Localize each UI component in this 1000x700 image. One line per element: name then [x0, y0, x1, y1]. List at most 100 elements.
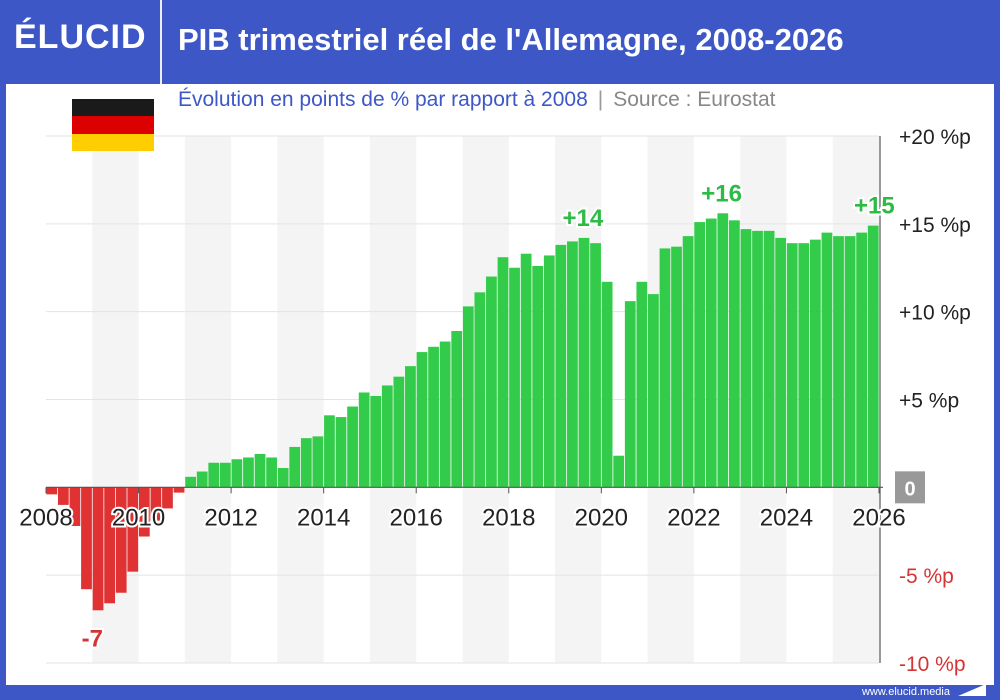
bar: [694, 222, 706, 488]
bar: [509, 267, 520, 488]
flag-stripe-black: [72, 99, 154, 117]
brand-logo: ÉLUCID: [14, 18, 147, 56]
bar: [578, 237, 590, 488]
bar: [104, 487, 116, 604]
y-tick-label: +10 %p: [899, 302, 971, 325]
bar: [474, 292, 486, 488]
bar: [486, 276, 497, 488]
bar: [809, 239, 821, 488]
bar: [92, 487, 104, 611]
bar: [81, 487, 92, 590]
bar: [775, 237, 787, 488]
gridlines: [46, 135, 879, 664]
bar: [555, 244, 567, 488]
source-label: Source : Eurostat: [613, 88, 776, 111]
x-tick-label: 2014: [297, 504, 350, 531]
bar: [844, 236, 856, 488]
bar: [358, 392, 370, 488]
x-tick-label: 2012: [204, 504, 257, 531]
bar: [798, 243, 810, 488]
bar: [752, 230, 763, 488]
data-label: +14: [562, 205, 603, 232]
bar: [682, 236, 694, 488]
x-tick-label: 2016: [390, 504, 443, 531]
data-label: +16: [701, 180, 742, 207]
x-tick-label: 2026: [852, 504, 905, 531]
zero-badge: [895, 471, 925, 504]
bar: [567, 241, 578, 488]
flag-stripe-gold: [72, 133, 154, 151]
chart-title: PIB trimestriel réel de l'Allemagne, 200…: [178, 22, 844, 57]
y-tick-label: 0: [904, 478, 915, 500]
x-tick-label: 2024: [760, 504, 813, 531]
bar: [416, 352, 428, 488]
flag-stripe-red: [72, 116, 154, 134]
chart-panel: 2008 2010 2012 2014 2016 2018 2020 2022 2024 2026…: [6, 84, 994, 685]
bar: [69, 487, 81, 526]
bar: [543, 255, 555, 488]
bar: [115, 487, 127, 593]
bar: [856, 232, 868, 488]
x-tick-labels: 2008 2010 2012 2014 2016 2018 2020 2022 2024 2026: [17, 502, 907, 533]
bar: [601, 281, 613, 488]
y-tick-label: -5 %p: [899, 565, 954, 588]
bar: [532, 265, 544, 488]
bar: [324, 415, 335, 488]
bar: [162, 487, 173, 509]
bar: [127, 487, 139, 572]
bar: [520, 253, 532, 488]
bar: [289, 446, 301, 488]
header-divider: [160, 0, 162, 84]
brand-mark-icon: [958, 684, 986, 696]
bar: [312, 436, 324, 488]
bar: [173, 487, 185, 493]
chart-svg: 2008 2010 2012 2014 2016 2018 2020 2022 2024 2026…: [17, 126, 971, 676]
bar: [335, 417, 347, 488]
x-tick-label: 2010: [112, 504, 165, 531]
bar: [300, 438, 312, 488]
x-tick-label: 2022: [667, 504, 720, 531]
bar: [740, 229, 752, 488]
bar: [138, 487, 150, 537]
annotations: -7 +14 +16 +15: [80, 178, 897, 654]
bar: [219, 462, 231, 488]
bar: [671, 246, 682, 488]
bar: [728, 220, 740, 488]
bar: [57, 487, 69, 505]
bar: [648, 294, 659, 488]
bar: [659, 248, 671, 488]
bar: [613, 455, 625, 488]
bar: [497, 257, 509, 488]
y-tick-labels: +20 %p +15 %p +10 %p +5 %p 0 -5 %p -10 %p: [895, 126, 971, 676]
data-label: +15: [854, 193, 895, 220]
bar: [451, 330, 463, 488]
subtitle-row: Évolution en points de % par rapport à 2…: [178, 88, 776, 112]
x-tick-label: 2008: [19, 504, 72, 531]
bar: [231, 459, 243, 488]
bar: [624, 301, 636, 488]
chart-subtitle: Évolution en points de % par rapport à 2…: [178, 88, 588, 111]
bar: [717, 213, 729, 488]
header: ÉLUCID PIB trimestriel réel de l'Allemag…: [0, 0, 1000, 84]
bar: [254, 453, 266, 488]
y-tick-label: -10 %p: [899, 653, 966, 676]
bar: [705, 218, 717, 488]
footer-url[interactable]: www.elucid.media: [861, 686, 950, 698]
bar: [821, 232, 833, 488]
bar: [370, 395, 382, 488]
x-tick-label: 2018: [482, 504, 535, 531]
bar: [462, 306, 474, 488]
bar: [439, 341, 451, 488]
bar: [786, 243, 798, 488]
bar: [405, 366, 416, 488]
bar: [763, 230, 775, 488]
bar: [266, 457, 277, 488]
bar: [347, 406, 358, 488]
bar: [393, 376, 405, 488]
y-tick-label: +15 %p: [899, 214, 971, 237]
bar: [636, 281, 648, 488]
bar: [381, 385, 393, 488]
bar: [833, 236, 844, 488]
bar: [46, 487, 58, 495]
